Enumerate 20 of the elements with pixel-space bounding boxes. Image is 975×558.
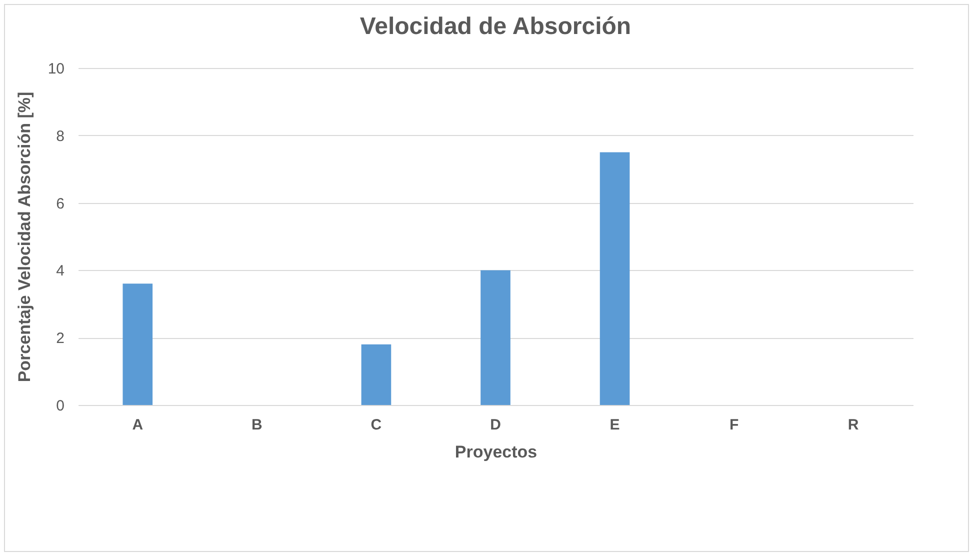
x-axis-title: Proyectos [454, 442, 538, 462]
x-tick-label: D [490, 416, 502, 434]
x-tick-label: A [132, 416, 144, 434]
y-tick-label: 10 [48, 60, 64, 78]
x-tick-label: C [370, 416, 382, 434]
bar [600, 152, 630, 405]
chart-title: Velocidad de Absorción [360, 13, 632, 40]
bar [122, 284, 153, 405]
x-tick-label: B [252, 416, 263, 434]
bar [361, 344, 392, 405]
y-tick-label: 0 [56, 398, 64, 414]
x-tick-label: R [848, 416, 859, 434]
bar [480, 270, 510, 405]
y-axis-title: Porcentaje Velocidad Absorción [%] [14, 92, 34, 382]
x-tick-label: F [729, 416, 739, 434]
y-tick-label: 2 [56, 330, 64, 348]
y-tick-label: 8 [56, 128, 64, 145]
y-tick-label: 4 [56, 262, 64, 280]
x-tick-label: E [610, 416, 620, 434]
y-tick-label: 6 [56, 195, 64, 212]
